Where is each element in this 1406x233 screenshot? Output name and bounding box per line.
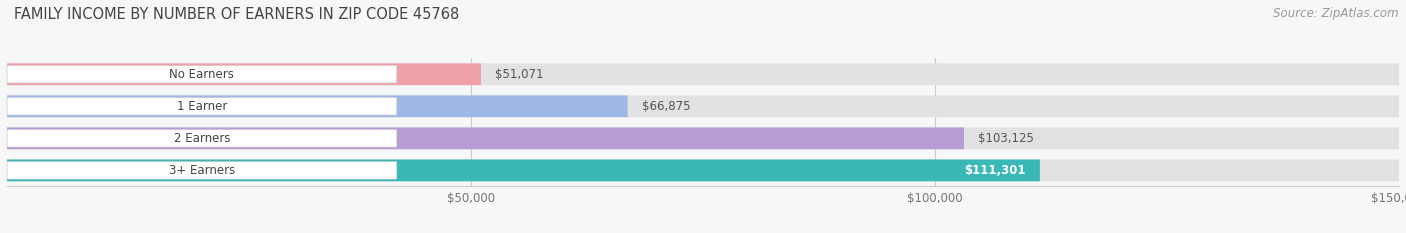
Text: Source: ZipAtlas.com: Source: ZipAtlas.com [1274,7,1399,20]
FancyBboxPatch shape [7,65,396,83]
FancyBboxPatch shape [7,63,1399,85]
FancyBboxPatch shape [7,127,1399,149]
FancyBboxPatch shape [7,130,396,147]
Text: $111,301: $111,301 [965,164,1026,177]
Text: $51,071: $51,071 [495,68,543,81]
Text: $66,875: $66,875 [641,100,690,113]
Text: No Earners: No Earners [170,68,235,81]
Text: $103,125: $103,125 [979,132,1033,145]
FancyBboxPatch shape [7,127,965,149]
FancyBboxPatch shape [7,159,1399,181]
FancyBboxPatch shape [7,98,396,115]
FancyBboxPatch shape [7,96,1399,117]
FancyBboxPatch shape [7,162,396,179]
Text: 3+ Earners: 3+ Earners [169,164,235,177]
Text: FAMILY INCOME BY NUMBER OF EARNERS IN ZIP CODE 45768: FAMILY INCOME BY NUMBER OF EARNERS IN ZI… [14,7,460,22]
FancyBboxPatch shape [7,96,627,117]
Text: 1 Earner: 1 Earner [177,100,228,113]
FancyBboxPatch shape [7,159,1040,181]
FancyBboxPatch shape [7,63,481,85]
Text: 2 Earners: 2 Earners [174,132,231,145]
